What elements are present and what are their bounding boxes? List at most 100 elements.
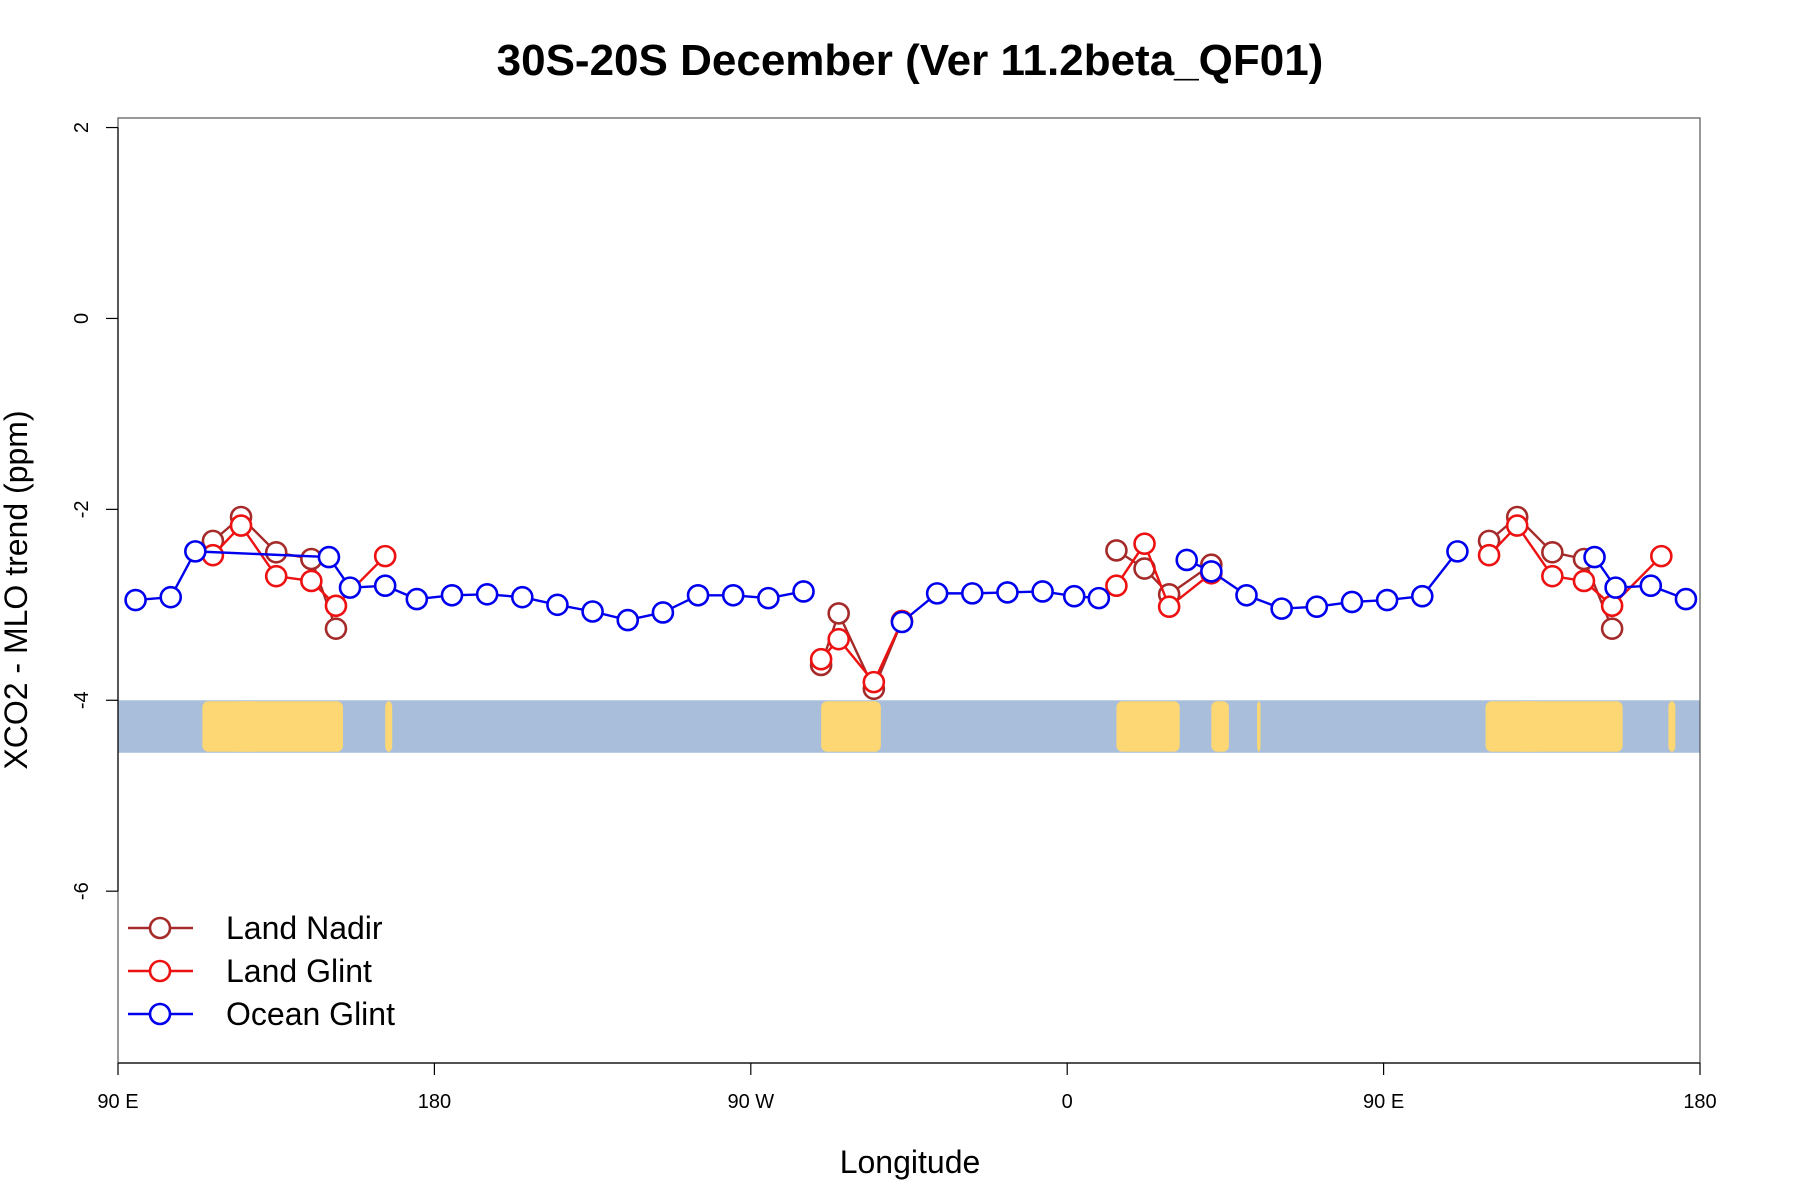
data-point-land-glint bbox=[300, 569, 323, 593]
axes: 2 0 -2 -4 -6 90 E 180 90 W 0 90 E 180 bbox=[71, 122, 1717, 1113]
y-tick-label: 2 bbox=[71, 122, 93, 133]
data-point-land-nadir bbox=[1600, 617, 1624, 640]
data-point-ocean-glint bbox=[890, 610, 914, 634]
data-point-ocean-glint bbox=[338, 576, 362, 599]
data-point-land-glint bbox=[324, 594, 348, 618]
data-point-ocean-glint bbox=[960, 582, 984, 605]
data-point-ocean-glint bbox=[792, 580, 815, 603]
chart-title: 30S-20S December (Ver 11.2beta_QF01) bbox=[497, 36, 1324, 85]
data-point-ocean-glint bbox=[1062, 584, 1086, 608]
y-tick-label: -6 bbox=[71, 882, 93, 900]
data-point-land-nadir bbox=[264, 541, 288, 564]
legend-label-land-nadir: Land Nadir bbox=[226, 910, 383, 946]
data-point-land-glint bbox=[862, 670, 886, 694]
data-point-ocean-glint bbox=[317, 545, 341, 569]
data-point-ocean-glint bbox=[440, 583, 464, 607]
x-tick-label: 0 bbox=[1062, 1091, 1073, 1113]
map-land bbox=[1257, 701, 1261, 752]
map-ocean bbox=[118, 700, 1700, 753]
map-land bbox=[1517, 701, 1623, 752]
data-point-ocean-glint bbox=[1410, 584, 1434, 608]
data-point-ocean-glint bbox=[510, 585, 534, 609]
data-point-land-glint bbox=[1477, 543, 1501, 567]
data-point-land-glint bbox=[1505, 514, 1529, 537]
y-tick-label: -2 bbox=[71, 500, 93, 518]
data-point-ocean-glint bbox=[546, 593, 569, 617]
data-point-ocean-glint bbox=[616, 608, 640, 632]
y-axis-label: XCO2 - MLO trend (ppm) bbox=[0, 410, 34, 769]
data-point-ocean-glint bbox=[159, 585, 183, 609]
data-point-land-glint bbox=[1600, 594, 1624, 618]
data-point-ocean-glint bbox=[581, 600, 604, 623]
data-point-land-glint bbox=[809, 647, 833, 671]
series-line-land-glint bbox=[820, 620, 904, 684]
map-strip bbox=[118, 700, 1700, 753]
data-point-ocean-glint bbox=[1175, 548, 1199, 572]
data-point-land-glint bbox=[229, 514, 253, 537]
series-line-ocean-glint bbox=[1593, 556, 1687, 601]
data-point-ocean-glint bbox=[1340, 590, 1364, 614]
map-land bbox=[821, 701, 881, 752]
legend-label-ocean-glint: Ocean Glint bbox=[226, 996, 395, 1032]
data-point-land-nadir bbox=[827, 602, 850, 625]
data-point-ocean-glint bbox=[1674, 587, 1698, 611]
series-land-glint bbox=[201, 514, 1673, 694]
data-point-land-glint bbox=[1572, 569, 1596, 593]
data-point-land-glint bbox=[264, 564, 288, 588]
data-point-ocean-glint bbox=[1031, 580, 1054, 603]
y-tick-label: 0 bbox=[71, 313, 93, 324]
data-point-land-nadir bbox=[324, 617, 348, 640]
data-point-ocean-glint bbox=[124, 588, 147, 612]
legend-label-land-glint: Land Glint bbox=[226, 953, 372, 989]
x-tick-label: 90 E bbox=[97, 1091, 138, 1113]
data-point-ocean-glint bbox=[1604, 576, 1627, 599]
data-point-ocean-glint bbox=[651, 601, 675, 624]
legend-marker-land-nadir bbox=[148, 916, 172, 940]
data-point-land-glint bbox=[1105, 574, 1128, 598]
x-tick-label: 180 bbox=[418, 1091, 451, 1113]
data-point-ocean-glint bbox=[1200, 560, 1223, 583]
data-point-ocean-glint bbox=[184, 540, 207, 563]
data-point-land-nadir bbox=[1541, 541, 1564, 564]
series-line-land-glint bbox=[1115, 542, 1213, 608]
map-land bbox=[1211, 701, 1229, 752]
x-axis-label: Longitude bbox=[840, 1144, 981, 1180]
series-layer bbox=[124, 505, 1698, 701]
data-point-land-glint bbox=[1157, 595, 1181, 619]
data-point-ocean-glint bbox=[1235, 583, 1258, 607]
legend-marker-ocean-glint bbox=[148, 1002, 172, 1026]
data-point-land-glint bbox=[827, 627, 850, 651]
series-line-land-nadir bbox=[819, 612, 904, 691]
data-point-ocean-glint bbox=[686, 583, 710, 607]
data-point-land-glint bbox=[1133, 532, 1156, 556]
map-land bbox=[385, 701, 393, 752]
data-point-ocean-glint bbox=[1583, 545, 1606, 569]
data-point-land-glint bbox=[1650, 544, 1673, 568]
map-land bbox=[234, 701, 343, 752]
series-ocean-glint bbox=[124, 540, 1698, 634]
data-point-ocean-glint bbox=[1087, 586, 1111, 610]
data-point-land-glint bbox=[373, 544, 397, 568]
data-point-ocean-glint bbox=[1639, 574, 1663, 598]
series-line-land-nadir bbox=[1115, 549, 1213, 596]
data-point-land-nadir bbox=[1105, 539, 1128, 562]
map-land bbox=[1668, 701, 1676, 752]
data-point-ocean-glint bbox=[1375, 588, 1399, 612]
x-tick-label: 90 W bbox=[727, 1091, 774, 1113]
data-point-ocean-glint bbox=[1270, 597, 1293, 620]
data-point-ocean-glint bbox=[721, 583, 745, 607]
data-point-land-glint bbox=[1541, 564, 1564, 588]
data-point-ocean-glint bbox=[373, 574, 397, 598]
y-tick-label: -4 bbox=[71, 691, 93, 709]
map-land bbox=[1116, 701, 1180, 752]
data-point-ocean-glint bbox=[1446, 540, 1469, 563]
data-point-ocean-glint bbox=[475, 583, 499, 606]
data-point-ocean-glint bbox=[925, 582, 949, 605]
data-point-ocean-glint bbox=[1305, 595, 1329, 619]
x-tick-label: 90 E bbox=[1363, 1091, 1404, 1113]
data-point-ocean-glint bbox=[405, 587, 429, 611]
x-tick-label: 180 bbox=[1683, 1091, 1716, 1113]
legend-marker-land-glint bbox=[148, 959, 172, 983]
data-point-ocean-glint bbox=[757, 586, 780, 610]
